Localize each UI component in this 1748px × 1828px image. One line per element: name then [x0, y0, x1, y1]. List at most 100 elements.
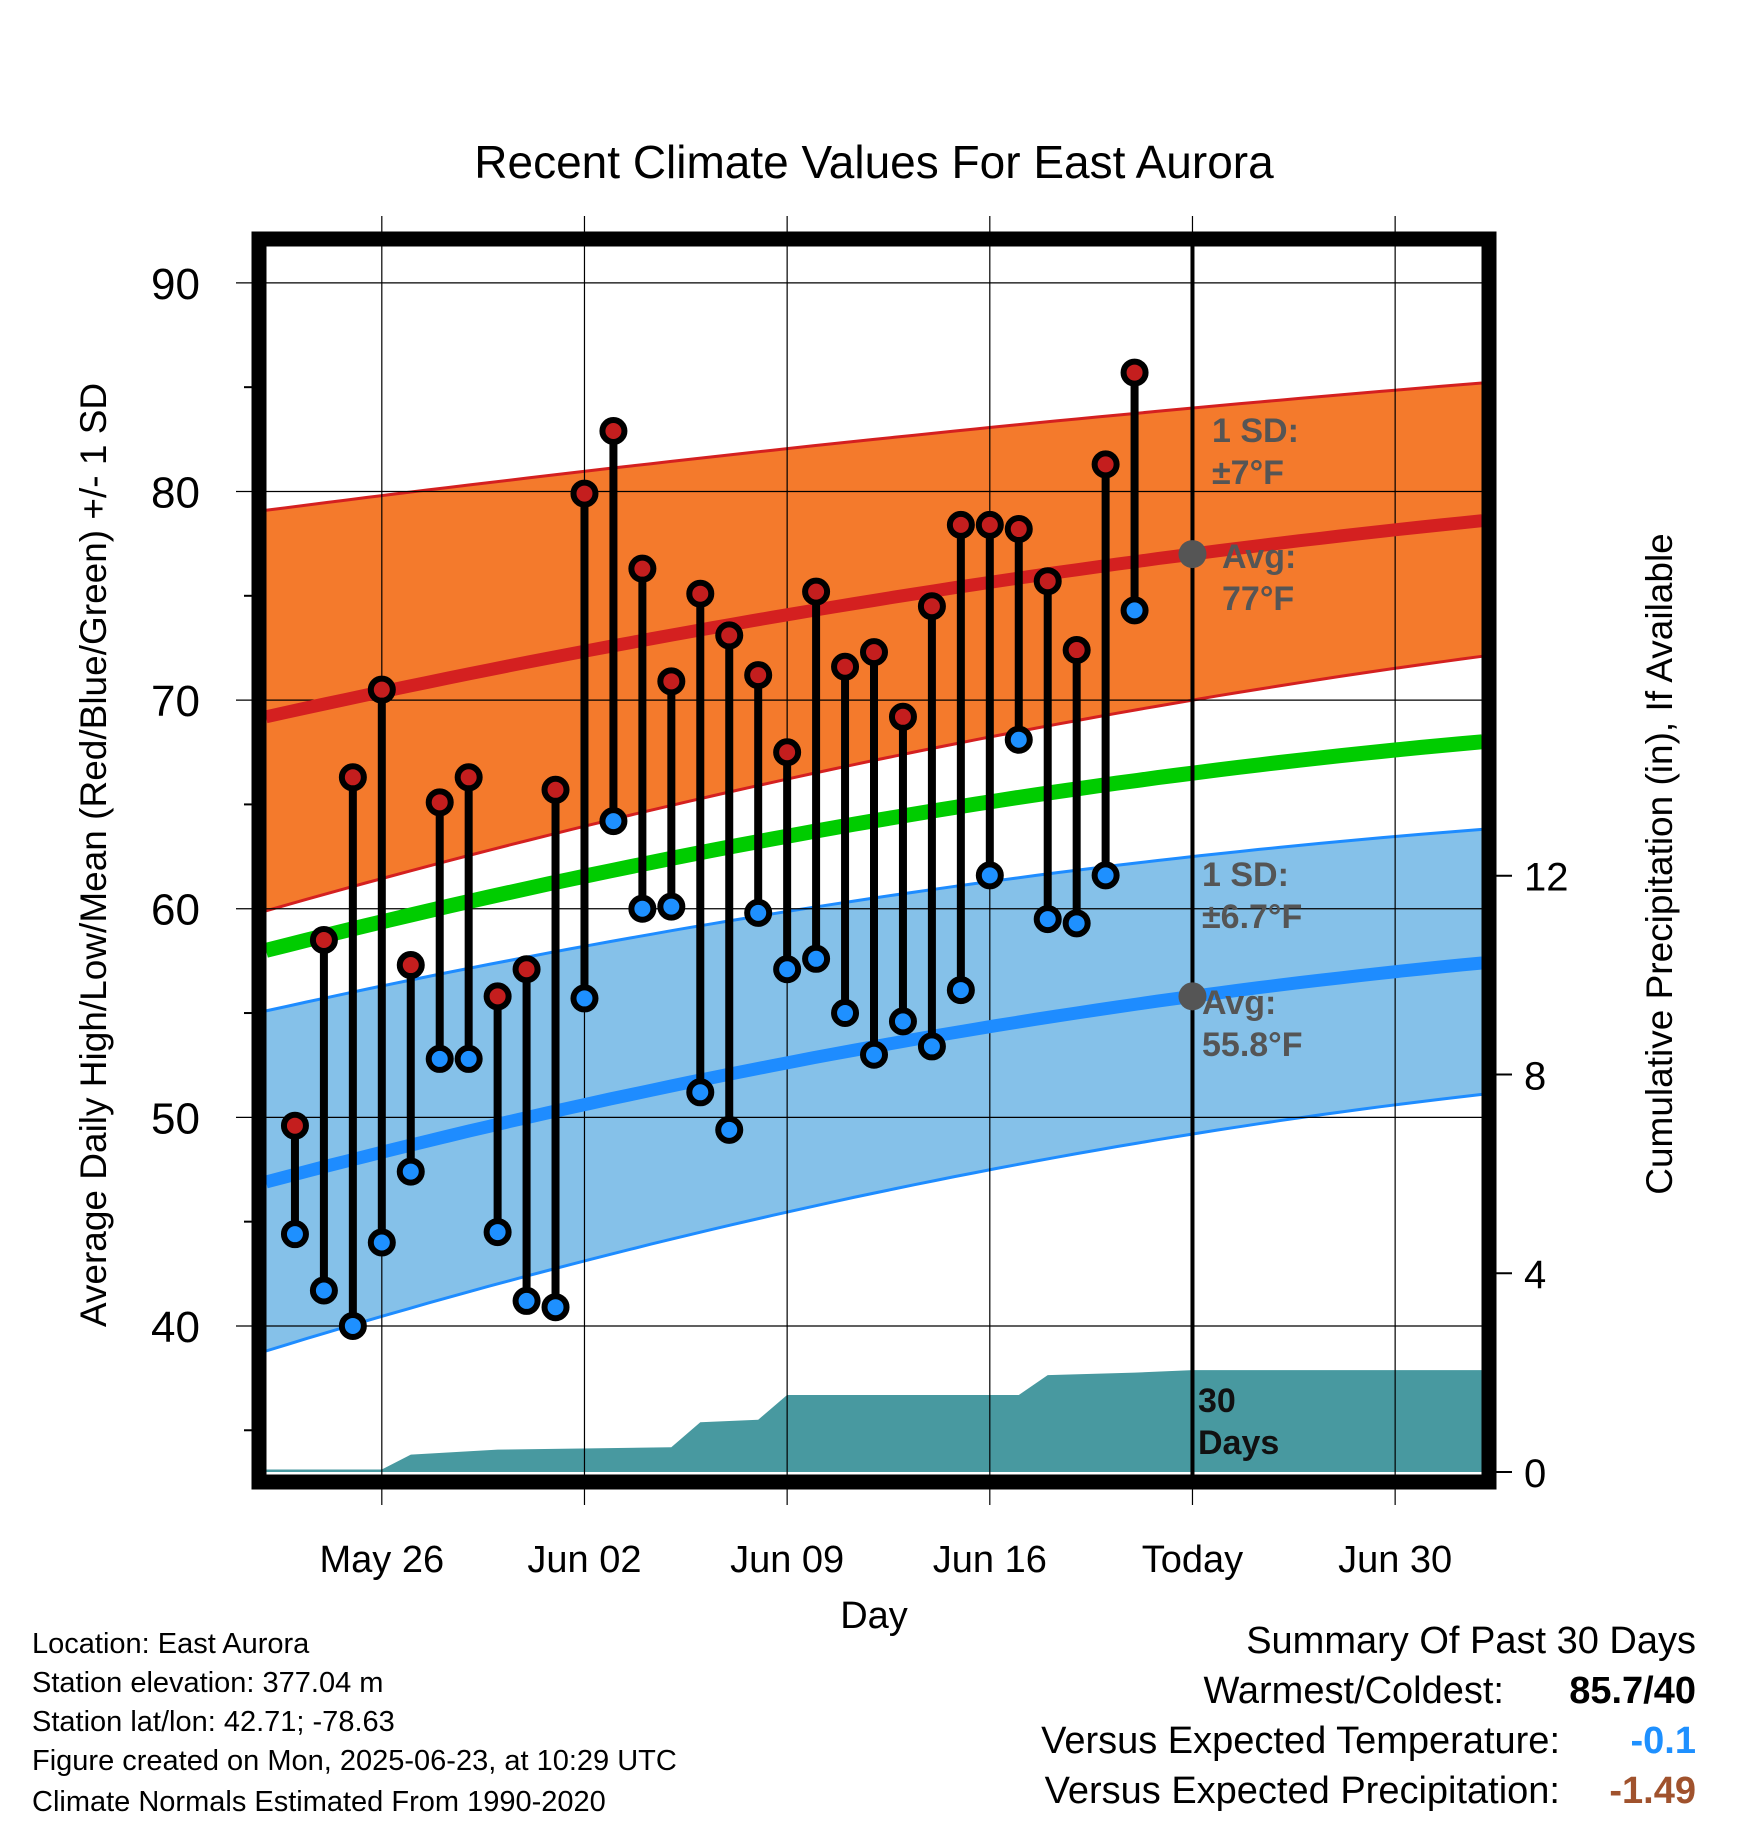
high-sd-value: ±7°F [1212, 454, 1284, 492]
low-sd-band-lower-edge [265, 1092, 1483, 1353]
daily-high-point [860, 638, 888, 667]
daily-high-point [888, 702, 917, 731]
daily-low-point [686, 1078, 715, 1107]
summary-temp-label: Versus Expected Temperature: [1041, 1720, 1560, 1762]
y-tick-label: 80 [151, 468, 200, 517]
low-avg-label: Avg: [1202, 984, 1276, 1022]
daily-high-point [946, 510, 975, 539]
daily-low-point [917, 1032, 946, 1061]
daily-high-point [1120, 358, 1149, 387]
daily-low-point [1062, 909, 1091, 938]
precipitation-area [266, 1370, 1482, 1472]
daily-low-point [280, 1220, 309, 1249]
high-normal-marker [1178, 540, 1207, 569]
y-tick-label: 70 [151, 677, 200, 726]
y2-axis-label: Cumulative Precipitation (in), If Availa… [1639, 533, 1680, 1195]
daily-high-point [396, 951, 425, 980]
daily-high-point [628, 554, 657, 583]
daily-high-point [454, 763, 483, 792]
daily-high-point [280, 1111, 309, 1140]
x-tick-label: Jun 30 [1338, 1539, 1452, 1581]
y-axis-label: Average Daily High/Low/Mean (Red/Blue/Gr… [73, 383, 114, 1327]
footer-normals: Climate Normals Estimated From 1990-2020 [32, 1786, 606, 1818]
daily-low-point [570, 984, 599, 1013]
high-avg-label: Avg: [1222, 538, 1296, 576]
summary-precip-value: -1.49 [1609, 1770, 1696, 1812]
daily-high-point [715, 621, 744, 650]
daily-low-point [338, 1311, 367, 1340]
y-tick-label: 60 [151, 886, 200, 935]
days-label-text: Days [1198, 1424, 1279, 1462]
x-tick-label: Jun 09 [730, 1539, 844, 1581]
daily-high-point [802, 577, 831, 606]
daily-high-point [512, 955, 541, 984]
daily-high-point [975, 510, 1004, 539]
daily-low-point [1091, 861, 1120, 890]
summary-temp-value: -0.1 [1630, 1720, 1696, 1762]
daily-low-point [744, 898, 773, 927]
footer-latlon: Station lat/lon: 42.71; -78.63 [32, 1706, 395, 1738]
low-normal-marker [1178, 982, 1207, 1011]
daily-high-point [657, 667, 686, 696]
daily-high-point [917, 592, 946, 621]
daily-high-point [1062, 636, 1091, 665]
y-tick-label: 90 [151, 260, 200, 309]
high-sd-label: 1 SD: [1212, 412, 1299, 450]
high-normal-line [264, 514, 1483, 724]
daily-low-point [715, 1115, 744, 1144]
daily-low-point [512, 1286, 541, 1315]
summary-warmest-value: 85.7/40 [1569, 1670, 1696, 1712]
x-axis-label: Day [840, 1595, 908, 1637]
x-tick-label: Today [1142, 1539, 1243, 1581]
footer-created: Figure created on Mon, 2025-06-23, at 10… [32, 1745, 677, 1777]
daily-low-point [888, 1007, 917, 1036]
y-tick-label: 40 [151, 1303, 200, 1352]
daily-low-point [831, 999, 860, 1028]
x-tick-label: May 26 [319, 1539, 444, 1581]
y2-tick-label: 4 [1524, 1253, 1546, 1297]
daily-high-point [309, 926, 338, 955]
y2-tick-label: 12 [1524, 856, 1569, 900]
summary-title: Summary Of Past 30 Days [1246, 1620, 1696, 1662]
daily-low-point [454, 1044, 483, 1073]
daily-high-point [831, 652, 860, 681]
daily-high-point [367, 675, 396, 704]
daily-high-point [599, 416, 628, 445]
daily-high-point [686, 579, 715, 608]
plot-frame [251, 231, 1497, 1490]
daily-low-point [367, 1228, 396, 1257]
daily-low-point [975, 861, 1004, 890]
daily-high-point [1091, 450, 1120, 479]
footer-location: Location: East Aurora [32, 1628, 310, 1660]
daily-high-point [1033, 567, 1062, 596]
daily-low-point [1033, 905, 1062, 934]
x-tick-label: Jun 16 [933, 1539, 1047, 1581]
high-avg-value: 77°F [1222, 580, 1294, 618]
summary-warmest-label: Warmest/Coldest: [1203, 1670, 1504, 1712]
daily-high-point [425, 788, 454, 817]
daily-low-point [396, 1157, 425, 1186]
daily-low-point [483, 1218, 512, 1247]
y2-tick-label: 0 [1524, 1452, 1546, 1496]
daily-low-point [599, 807, 628, 836]
days-label-number: 30 [1198, 1382, 1236, 1420]
daily-high-point [541, 775, 570, 804]
daily-low-point [802, 944, 831, 973]
daily-low-point [1004, 725, 1033, 754]
x-tick-label: Jun 02 [527, 1539, 641, 1581]
daily-low-point [1120, 596, 1149, 625]
daily-high-point [1004, 515, 1033, 544]
daily-low-point [657, 892, 686, 921]
daily-low-point [425, 1044, 454, 1073]
daily-high-point [570, 479, 599, 508]
low-sd-label: 1 SD: [1202, 856, 1289, 894]
daily-high-point [744, 661, 773, 690]
footer-elevation: Station elevation: 377.04 m [32, 1667, 384, 1699]
low-avg-value: 55.8°F [1202, 1026, 1303, 1064]
chart-title: Recent Climate Values For East Aurora [474, 136, 1274, 188]
low-sd-band [266, 829, 1482, 1351]
daily-low-point [773, 955, 802, 984]
daily-low-point [946, 976, 975, 1005]
daily-high-point [338, 763, 367, 792]
